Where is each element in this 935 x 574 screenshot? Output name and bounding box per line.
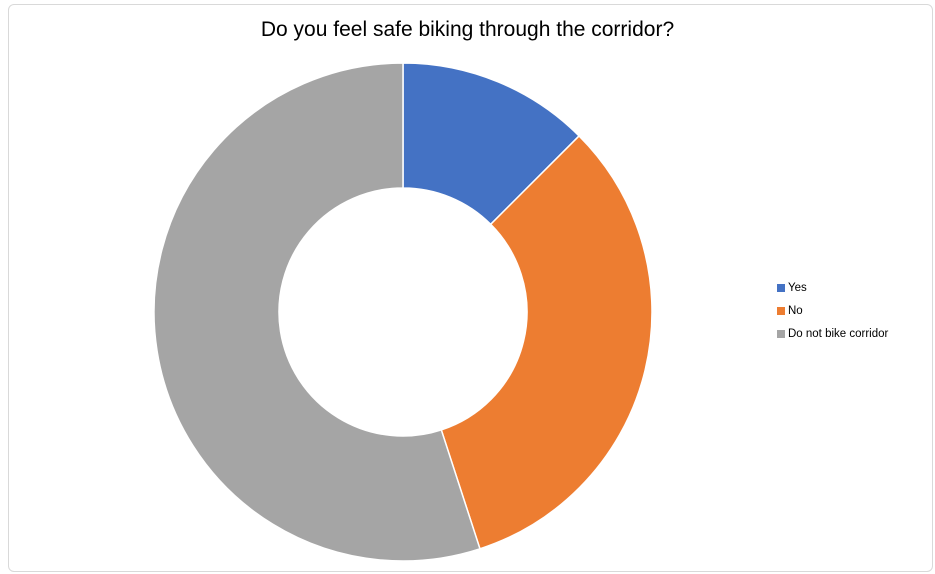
legend-swatch-no: [777, 306, 785, 315]
legend-label-no: No: [788, 304, 803, 317]
legend-swatch-do-not-bike: [777, 329, 785, 338]
legend-item-no: No: [777, 299, 888, 322]
legend-label-do-not-bike: Do not bike corridor: [788, 327, 889, 340]
slices-group: [153, 62, 653, 562]
legend-label-yes: Yes: [788, 281, 807, 294]
legend-item-do-not-bike: Do not bike corridor: [777, 322, 888, 345]
chart-title: Do you feel safe biking through the corr…: [260, 18, 675, 41]
slice-no: [440, 134, 653, 550]
slice-do-not-bike: [153, 62, 481, 562]
legend-item-yes: Yes: [777, 276, 888, 299]
legend: Yes No Do not bike corridor: [777, 276, 888, 345]
legend-swatch-yes: [777, 283, 785, 292]
